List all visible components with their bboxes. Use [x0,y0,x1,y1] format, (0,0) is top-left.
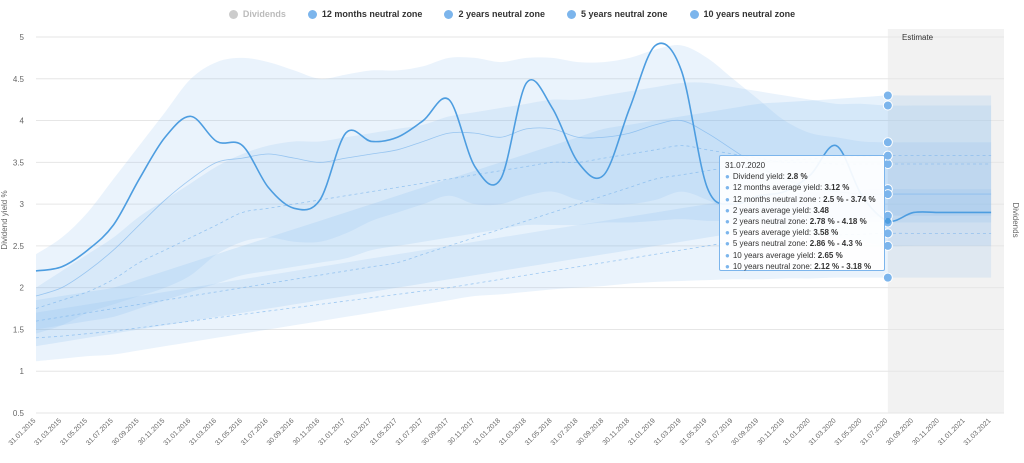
tooltip-row-6: ● 5 years neutral zone: 2.86 % - 4.3 % [725,238,879,249]
tooltip-label: 5 years neutral zone: [732,239,810,249]
marker-7 [882,272,893,283]
tooltip-bullet: ● [725,172,730,182]
legend-label-3: 5 years neutral zone [581,9,668,19]
x-tick-label: 31.03.2021 [963,417,993,447]
y-tick-label: 3 [20,200,25,209]
tooltip-bullet: ● [725,261,730,271]
tooltip-label: 10 years average yield: [732,250,818,260]
tooltip-value: 2.12 % [814,261,840,271]
tooltip-bullet: ● [725,183,730,193]
tooltip-label: 12 months average yield: [732,183,825,193]
tooltip-value: 3.48 [813,205,829,215]
tooltip-label: 2 years neutral zone: [732,217,810,227]
legend-dot-1 [307,9,317,19]
estimate-label: Estimate [902,33,934,42]
legend-label-0: Dividends [242,9,286,19]
legend-item-2[interactable]: 2 years neutral zone [444,9,545,19]
marker-0 [882,137,893,148]
tooltip-value: 2.8 % [787,172,808,182]
y-tick-label: 2.5 [13,242,25,251]
legend-dot-4 [689,9,699,19]
legend-label-1: 12 months neutral zone [321,9,423,19]
tooltip-bullet: ● [725,205,730,215]
y-tick-label: 1 [20,367,25,376]
tooltip-value: 3.12 % [824,183,850,193]
y-axis-label-right: Dividends [1011,202,1020,237]
tooltip-value: 2.78 % [809,217,835,227]
tooltip-value: 2.86 % [809,239,835,249]
legend-dot-3 [567,9,576,19]
y-axis-label: Dividend yield % [0,190,9,249]
chart-legend: Dividends 12 months neutral zone 2 years n… [0,9,1024,19]
y-tick-label: 0.5 [13,409,25,418]
tooltip-value-upper: - 3.74 % [843,194,876,204]
legend-item-1[interactable]: 12 months neutral zone [307,9,423,19]
tooltip-bullet: ● [725,250,730,260]
tooltip-row-8: ● 10 years neutral zone: 2.12 % - 3.18 % [725,261,879,272]
tooltip-row-5: ● 5 years average yield: 3.58 % [725,227,879,238]
tooltip-value-upper: - 4.18 % [834,217,867,227]
tooltip-row-3: ● 2 years average yield: 3.48 [725,205,879,216]
legend-label-4: 10 years neutral zone [703,9,796,19]
tooltip-value-upper: - 3.18 % [839,261,872,271]
tooltip-bullet: ● [725,217,730,227]
legend-item-3[interactable]: 5 years neutral zone [567,9,668,19]
y-axis-ticks: 0.5 1 1.5 2 2.5 3 3.5 4 4.5 5 [13,33,25,418]
legend-item-4[interactable]: 10 years neutral zone [689,9,796,19]
tooltip-bullet: ● [725,194,730,204]
x-tick-label: 30.09.2018 [576,417,606,447]
tooltip-value-upper: - 4.3 % [834,239,863,249]
tooltip-bullet: ● [725,228,730,238]
chart-tooltip: 31.07.2020 ● Dividend yield: 2.8 % ● 12 mon… [719,155,885,271]
tooltip-value: 2.5 % [823,194,844,204]
band-0 [36,45,992,334]
tooltip-label: 12 months neutral zone : [732,194,824,204]
legend-label-2: 2 years neutral zone [458,9,545,19]
tooltip-row-7: ● 10 years average yield: 2.65 % [725,250,879,261]
legend-item-0[interactable]: Dividends [228,9,286,19]
dividend-yield-line [35,42,992,272]
tooltip-label: Dividend yield: [732,172,788,182]
x-axis-ticks: 31.01.201531.03.201531.05.201531.07.2015… [8,417,993,447]
y-tick-label: 2 [20,284,25,293]
tooltip-value: 2.65 % [817,250,843,260]
tooltip-row-1: ● 12 months average yield: 3.12 % [725,182,879,193]
tooltip-row-2: ● 12 months neutral zone : 2.5 % - 3.74 % [725,194,879,205]
legend-dot-0 [228,9,238,19]
tooltip-date: 31.07.2020 [725,161,766,170]
marker-current [884,217,891,224]
estimate-background [887,29,1004,413]
dividend-yield-path [35,42,992,272]
tooltip-value: 3.58 % [813,228,839,238]
legend-dot-2 [444,9,454,19]
y-tick-label: 4.5 [13,75,25,84]
marker-2 [882,100,893,111]
x-tick-label: 30.09.2015 [111,417,141,447]
x-tick-label: 30.09.2019 [730,417,760,447]
estimate-zone [887,29,1004,413]
y-tick-label: 1.5 [13,325,25,334]
y-tick-label: 3.5 [13,158,25,167]
marker-4 [882,90,893,101]
tooltip-label: 5 years average yield: [732,228,814,238]
y-tick-label: 4 [20,117,25,126]
tooltip-bullet: ● [725,239,730,249]
x-tick-label: 30.09.2020 [885,417,915,447]
tooltip-label: 2 years average yield: [732,205,814,215]
tooltip-label: 10 years neutral zone: [732,261,815,271]
x-tick-label: 30.09.2017 [421,417,451,447]
tooltip-row-4: ● 2 years neutral zone: 2.78 % - 4.18 % [725,216,879,227]
tooltip-row-0: ● Dividend yield: 2.8 % [725,171,879,182]
y-tick-label: 5 [20,33,25,42]
band-1 [36,82,992,330]
x-tick-label: 30.09.2016 [266,417,296,447]
